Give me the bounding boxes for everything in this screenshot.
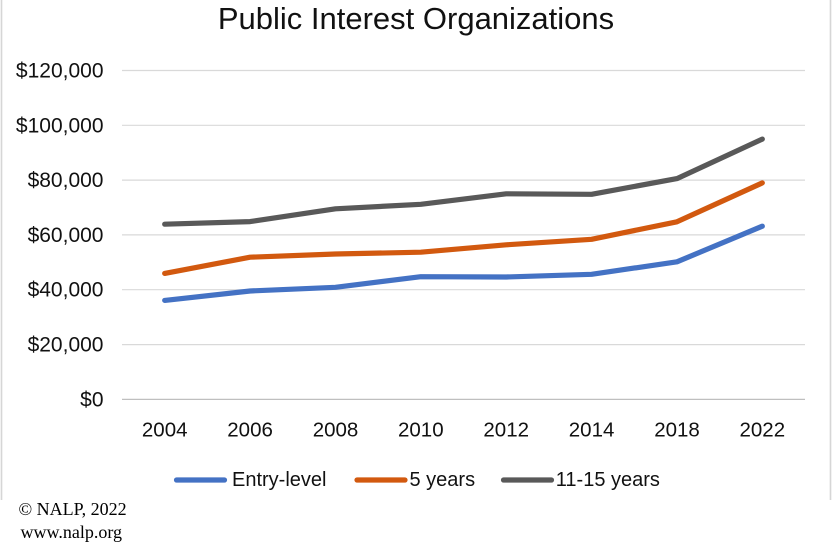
svg-text:Public Interest Organizations: Public Interest Organizations [218, 1, 614, 36]
svg-text:2014: 2014 [569, 419, 615, 442]
svg-text:Entry-level: Entry-level [232, 469, 326, 491]
svg-text:www.nalp.org: www.nalp.org [21, 522, 123, 542]
svg-text:5 years: 5 years [410, 469, 476, 491]
svg-text:2018: 2018 [654, 419, 700, 442]
svg-text:$100,000: $100,000 [16, 114, 104, 137]
svg-text:$40,000: $40,000 [28, 279, 104, 302]
svg-text:$60,000: $60,000 [28, 224, 104, 247]
svg-text:2012: 2012 [483, 419, 529, 442]
svg-text:$80,000: $80,000 [28, 169, 104, 192]
svg-text:2008: 2008 [313, 419, 359, 442]
svg-text:2022: 2022 [739, 419, 785, 442]
svg-text:$0: $0 [80, 388, 103, 411]
svg-text:$20,000: $20,000 [28, 334, 104, 357]
svg-text:$120,000: $120,000 [16, 60, 104, 83]
svg-text:2004: 2004 [142, 419, 188, 442]
svg-text:2010: 2010 [398, 419, 444, 442]
svg-text:11-15 years: 11-15 years [556, 469, 660, 491]
svg-text:© NALP, 2022: © NALP, 2022 [19, 499, 127, 519]
svg-text:2006: 2006 [227, 419, 273, 442]
